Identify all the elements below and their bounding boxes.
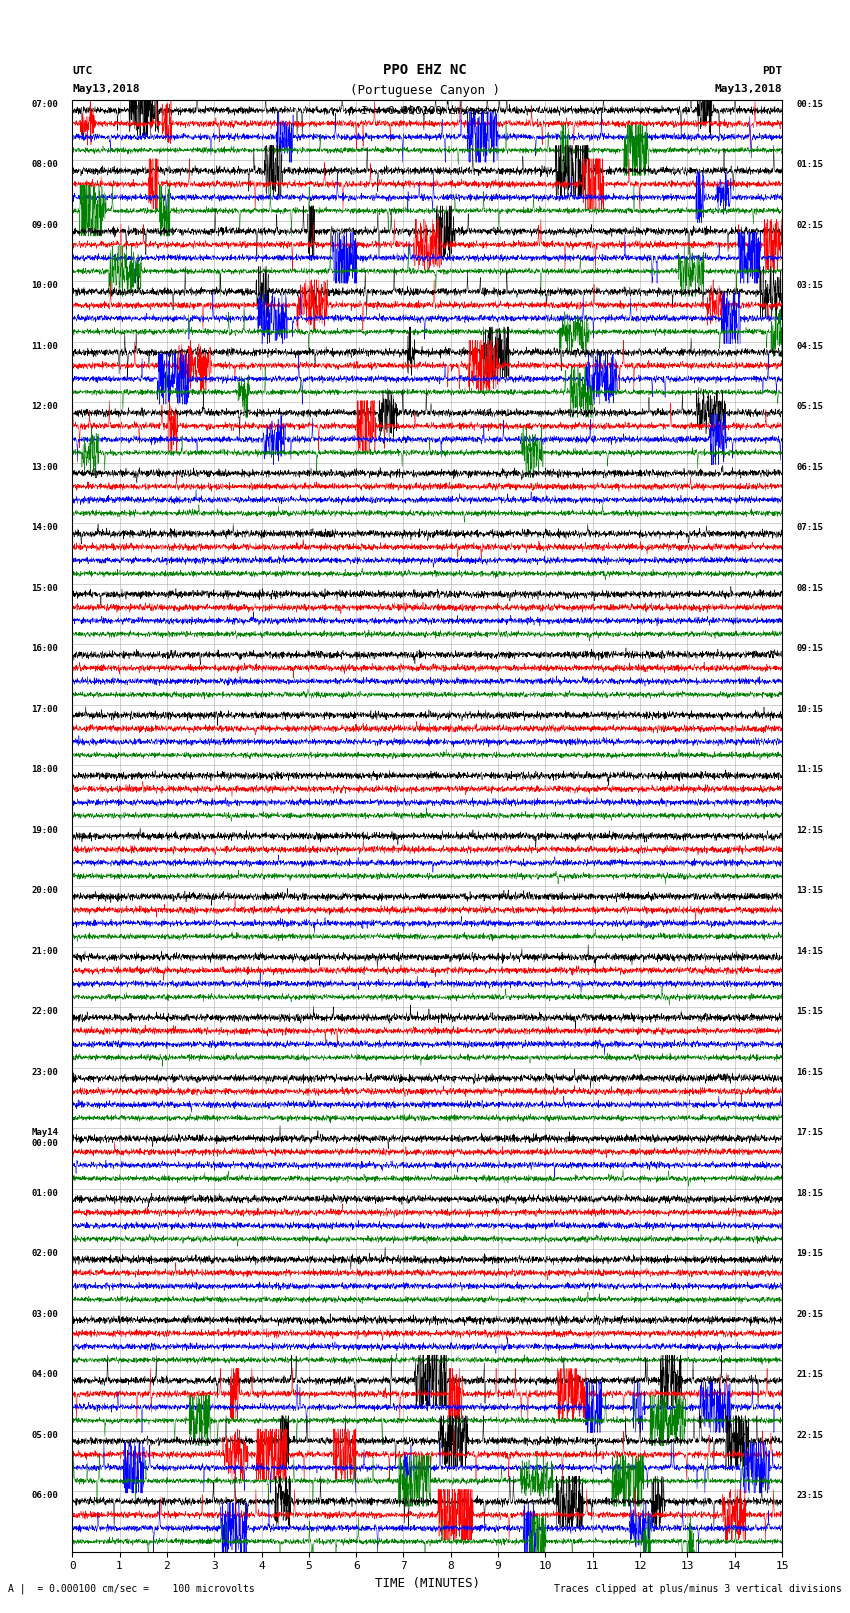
Text: 18:15: 18:15: [796, 1189, 823, 1198]
Text: 23:15: 23:15: [796, 1490, 823, 1500]
Text: 11:00: 11:00: [31, 342, 58, 352]
Text: Traces clipped at plus/minus 3 vertical divisions: Traces clipped at plus/minus 3 vertical …: [553, 1584, 842, 1594]
Text: 14:00: 14:00: [31, 523, 58, 532]
Text: 05:00: 05:00: [31, 1431, 58, 1440]
Text: 22:00: 22:00: [31, 1007, 58, 1016]
Text: 12:00: 12:00: [31, 402, 58, 411]
Text: 03:15: 03:15: [796, 281, 823, 290]
Text: 00:15: 00:15: [796, 100, 823, 110]
Text: 06:15: 06:15: [796, 463, 823, 473]
Text: 18:00: 18:00: [31, 766, 58, 774]
Text: 10:15: 10:15: [796, 705, 823, 715]
Text: 10:00: 10:00: [31, 281, 58, 290]
Text: (Portuguese Canyon ): (Portuguese Canyon ): [350, 84, 500, 97]
Text: 05:15: 05:15: [796, 402, 823, 411]
Text: 16:15: 16:15: [796, 1068, 823, 1077]
X-axis label: TIME (MINUTES): TIME (MINUTES): [375, 1578, 479, 1590]
Text: 16:00: 16:00: [31, 645, 58, 653]
Text: 13:15: 13:15: [796, 887, 823, 895]
Text: 19:00: 19:00: [31, 826, 58, 836]
Text: 08:00: 08:00: [31, 161, 58, 169]
Text: May14: May14: [31, 1129, 58, 1137]
Text: 02:00: 02:00: [31, 1248, 58, 1258]
Text: 01:15: 01:15: [796, 161, 823, 169]
Text: 12:15: 12:15: [796, 826, 823, 836]
Text: 15:15: 15:15: [796, 1007, 823, 1016]
Text: 11:15: 11:15: [796, 766, 823, 774]
Text: 22:15: 22:15: [796, 1431, 823, 1440]
Text: 21:15: 21:15: [796, 1371, 823, 1379]
Text: 17:15: 17:15: [796, 1129, 823, 1137]
Text: 20:15: 20:15: [796, 1310, 823, 1319]
Text: 09:15: 09:15: [796, 645, 823, 653]
Text: I = 0.000100 cm/sec: I = 0.000100 cm/sec: [361, 106, 489, 116]
Text: 21:00: 21:00: [31, 947, 58, 957]
Text: 07:00: 07:00: [31, 100, 58, 110]
Text: May13,2018: May13,2018: [72, 84, 139, 94]
Text: 15:00: 15:00: [31, 584, 58, 594]
Text: 23:00: 23:00: [31, 1068, 58, 1077]
Text: 04:00: 04:00: [31, 1371, 58, 1379]
Text: 13:00: 13:00: [31, 463, 58, 473]
Text: UTC: UTC: [72, 66, 93, 76]
Text: May13,2018: May13,2018: [715, 84, 782, 94]
Text: 01:00: 01:00: [31, 1189, 58, 1198]
Text: 17:00: 17:00: [31, 705, 58, 715]
Text: 09:00: 09:00: [31, 221, 58, 231]
Text: PPO EHZ NC: PPO EHZ NC: [383, 63, 467, 77]
Text: PDT: PDT: [762, 66, 782, 76]
Text: 04:15: 04:15: [796, 342, 823, 352]
Text: 00:00: 00:00: [31, 1139, 58, 1148]
Text: 20:00: 20:00: [31, 887, 58, 895]
Text: 19:15: 19:15: [796, 1248, 823, 1258]
Text: 14:15: 14:15: [796, 947, 823, 957]
Text: 07:15: 07:15: [796, 523, 823, 532]
Text: A |  = 0.000100 cm/sec =    100 microvolts: A | = 0.000100 cm/sec = 100 microvolts: [8, 1582, 255, 1594]
Text: 03:00: 03:00: [31, 1310, 58, 1319]
Text: 02:15: 02:15: [796, 221, 823, 231]
Text: 06:00: 06:00: [31, 1490, 58, 1500]
Text: 08:15: 08:15: [796, 584, 823, 594]
